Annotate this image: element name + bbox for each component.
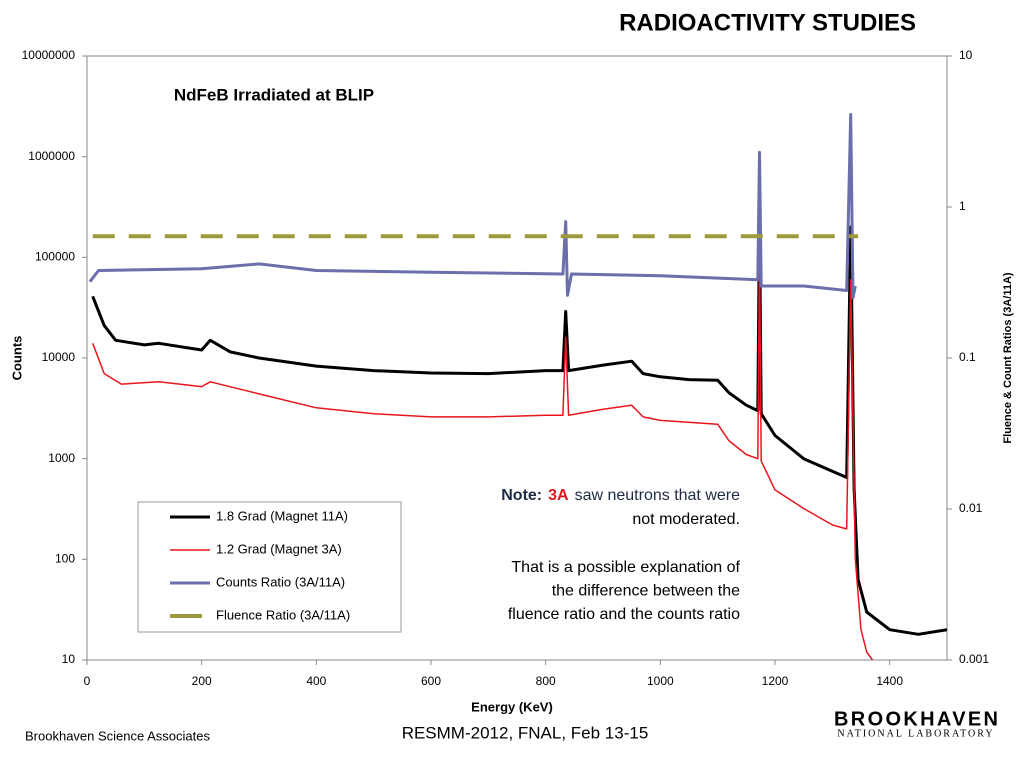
logo-sub: NATIONAL LABORATORY <box>837 728 994 739</box>
x-tick-label: 800 <box>536 674 556 688</box>
note-highlight: 3A <box>548 487 569 504</box>
x-tick-label: 400 <box>306 674 326 688</box>
y2-tick-label: 1 <box>959 199 966 213</box>
x-tick-label: 200 <box>192 674 212 688</box>
y-tick-label: 10000000 <box>22 48 76 62</box>
y-axis-label: Counts <box>9 336 24 381</box>
x-axis-label: Energy (KeV) <box>471 699 553 714</box>
note-text: not moderated. <box>632 511 740 528</box>
y2-tick-label: 10 <box>959 48 973 62</box>
series-line <box>91 215 947 636</box>
note-label: Note: <box>501 487 542 504</box>
logo: BROOKHAVEN <box>834 708 998 730</box>
x-tick-label: 600 <box>421 674 441 688</box>
plot-area <box>88 113 947 660</box>
x-tick-label: 1000 <box>647 674 674 688</box>
y2-tick-label: 0.01 <box>959 501 983 515</box>
slide-title: RADIOACTIVITY STUDIES <box>619 9 916 36</box>
y2-tick-label: 0.001 <box>959 652 989 666</box>
note-text: the difference between the <box>552 583 740 600</box>
x-tick-label: 1200 <box>762 674 789 688</box>
note-text: That is a possible explanation of <box>511 559 740 576</box>
y-tick-label: 1000 <box>48 451 75 465</box>
y2-axis-label: Fluence & Count Ratios (3A/11A) <box>1002 272 1014 443</box>
y-tick-label: 10000 <box>42 350 76 364</box>
x-tick-label: 1400 <box>876 674 903 688</box>
y-tick-label: 100 <box>55 552 75 566</box>
legend-label: 1.8 Grad (Magnet 11A) <box>216 508 348 523</box>
footer-event: RESMM-2012, FNAL, Feb 13-15 <box>402 723 649 742</box>
note-paragraph: That is a possible explanation of the dif… <box>508 559 741 623</box>
series-line <box>88 113 857 300</box>
note-text: fluence ratio and the counts ratio <box>508 606 740 623</box>
series-line <box>91 256 874 660</box>
legend-label: Fluence Ratio (3A/11A) <box>216 607 350 622</box>
footer-org: Brookhaven Science Associates <box>25 728 210 743</box>
y-tick-label: 100000 <box>35 250 75 264</box>
chart-title: NdFeB Irradiated at BLIP <box>174 85 374 104</box>
x-tick-label: 0 <box>84 674 91 688</box>
note-text: saw neutrons that were <box>575 487 741 504</box>
note-line: Note: 3A saw neutrons that were <box>501 487 740 504</box>
y-tick-label: 1000000 <box>28 149 75 163</box>
legend-label: 1.2 Grad (Magnet 3A) <box>216 541 342 556</box>
y-tick-label: 10 <box>62 652 76 666</box>
y2-tick-label: 0.1 <box>959 350 976 364</box>
legend-label: Counts Ratio (3A/11A) <box>216 574 345 589</box>
legend-box <box>137 501 402 633</box>
